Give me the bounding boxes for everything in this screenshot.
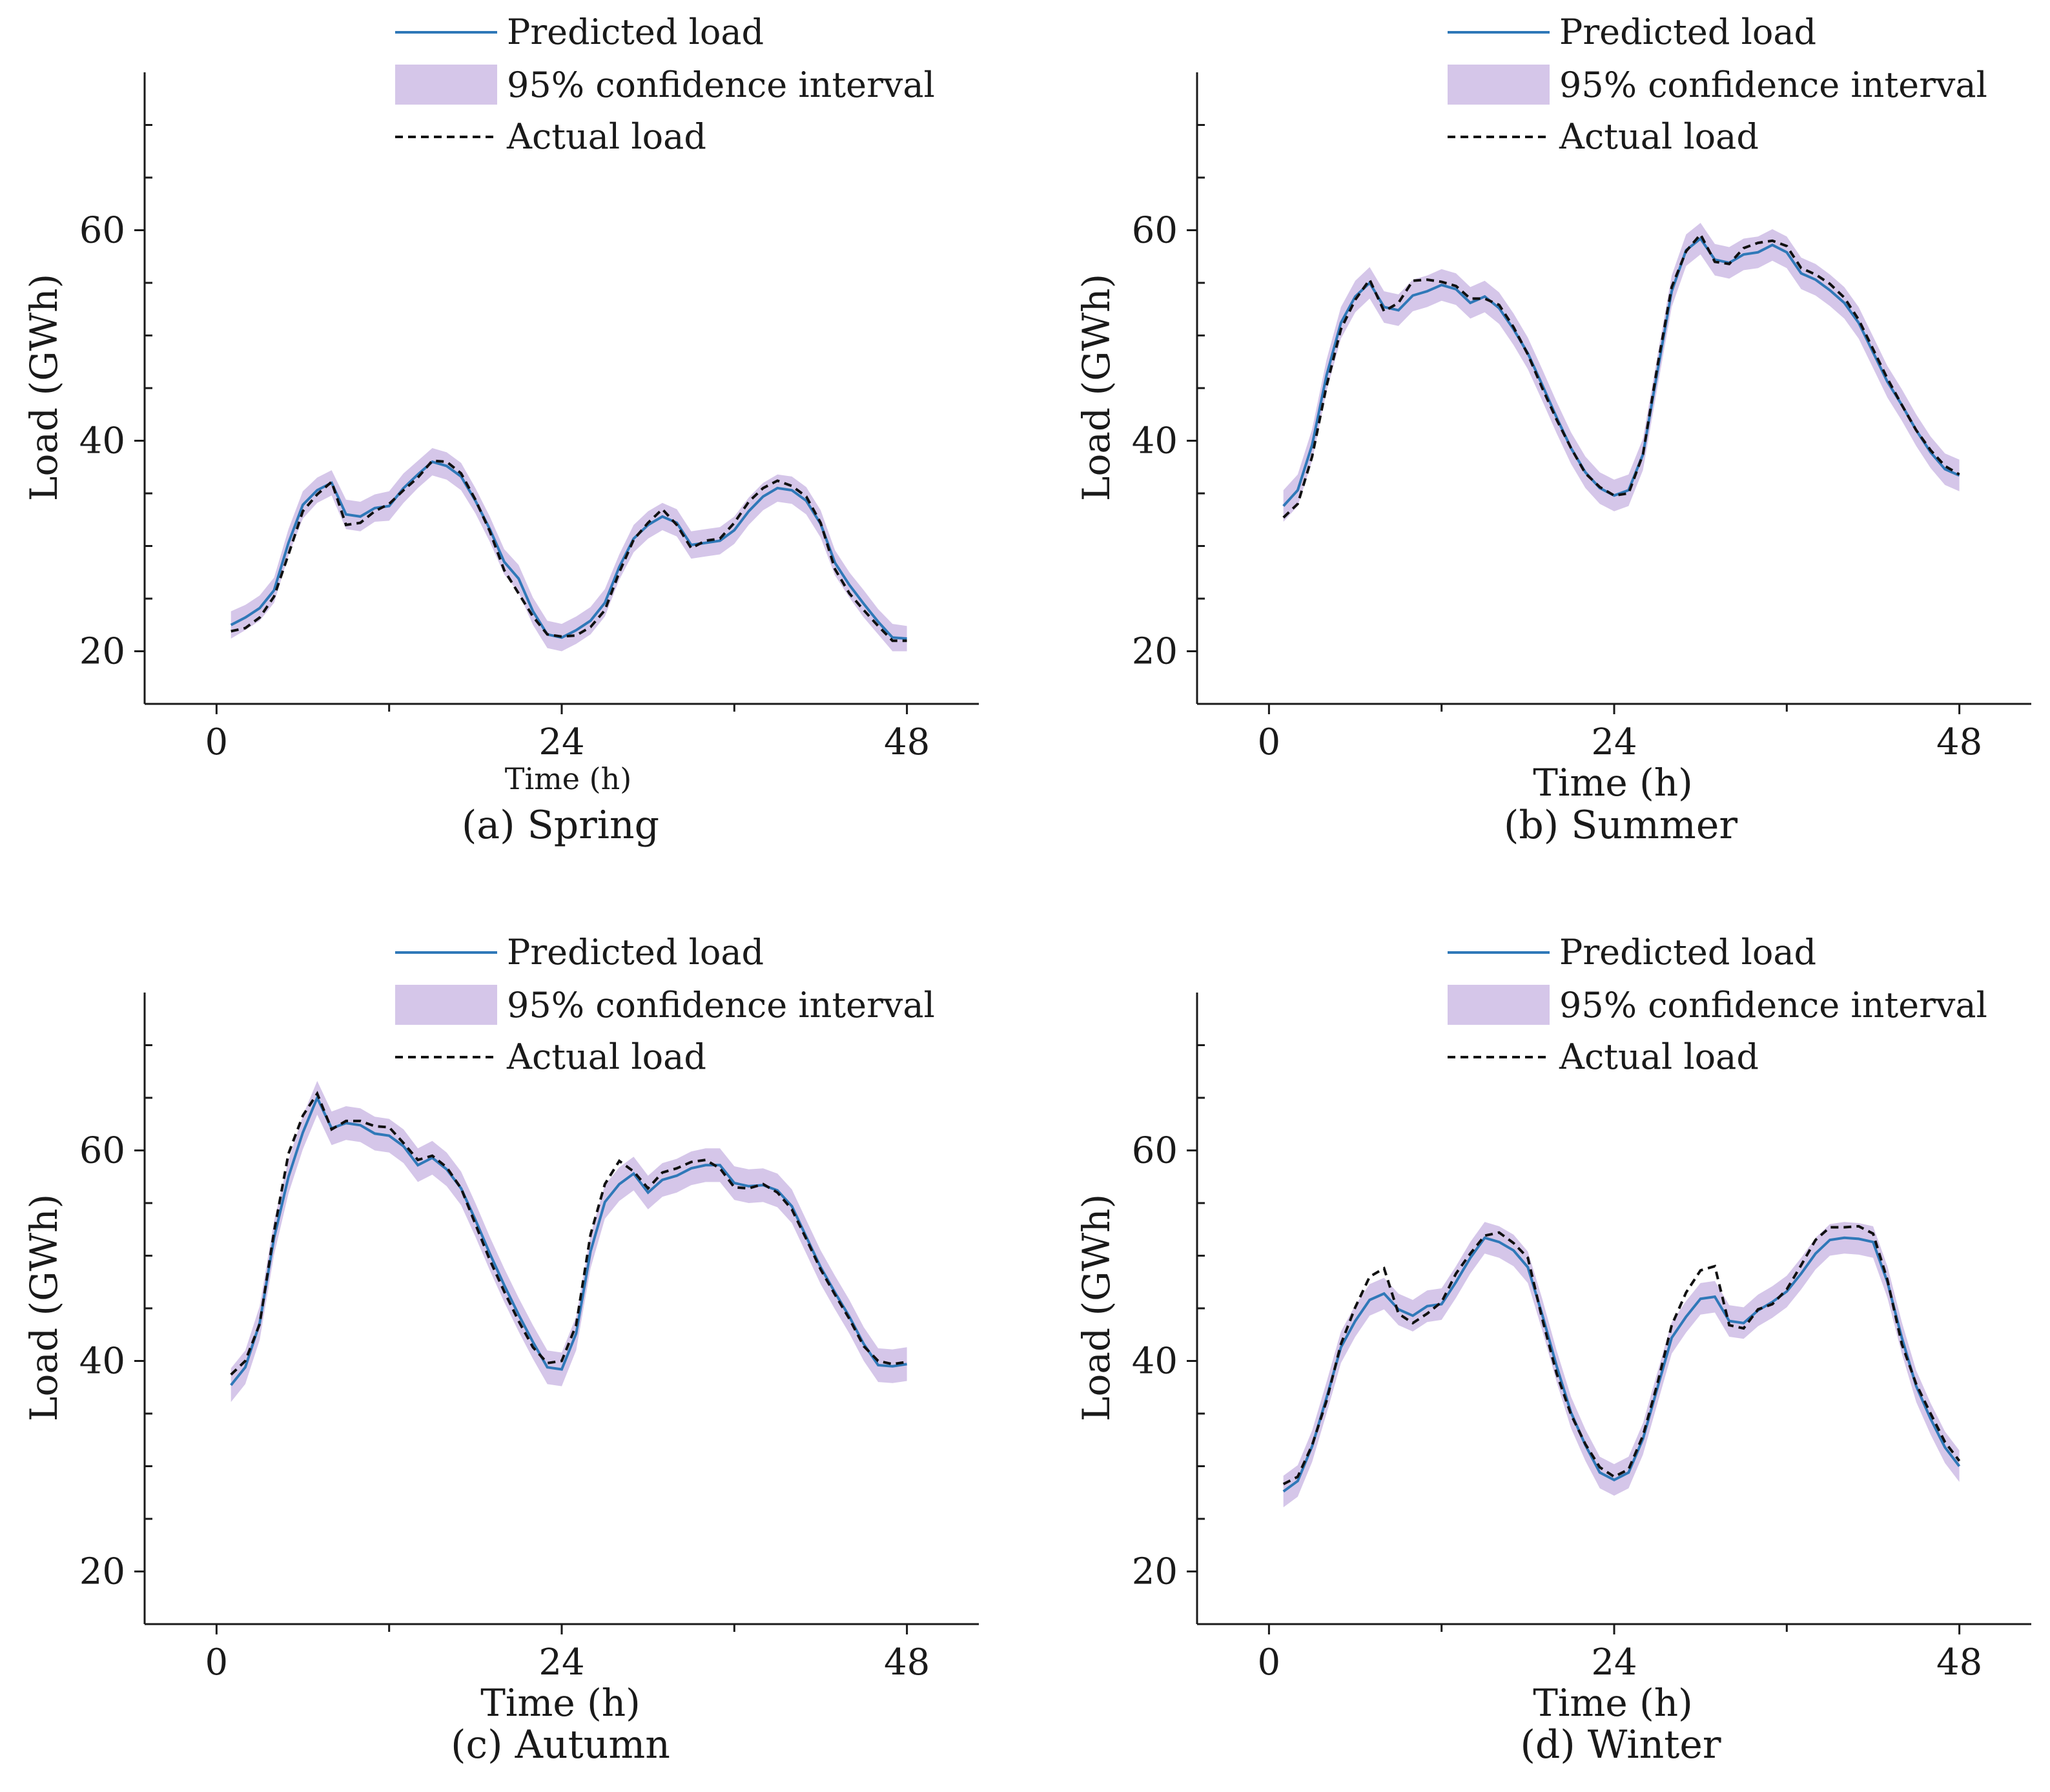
spring-x-tick-label: 48 [884, 721, 930, 763]
winter-plot-area: 20 40 60 0 24 48 [1132, 993, 2031, 1684]
autumn-ci-band [231, 1080, 907, 1403]
winter-x-tick-label: 48 [1936, 1642, 1982, 1684]
summer-legend-ci-label: 95% confidence interval [1559, 65, 1987, 105]
spring-predicted-line [230, 460, 907, 640]
spring-y-axis-label: Load (GWh) [22, 274, 66, 501]
autumn-caption: (c) Autumn [451, 1722, 670, 1767]
winter-ci-band [1283, 1222, 1960, 1508]
panel-autumn: 20 40 60 0 24 48 Predicted load 95% confidenc… [22, 932, 979, 1767]
summer-legend: Predicted load 95% confidence interval A… [1448, 12, 1987, 157]
autumn-y-axis-label: Load (GWh) [22, 1194, 66, 1421]
summer-caption: (b) Summer [1504, 803, 1737, 848]
autumn-actual-line [230, 1091, 907, 1376]
autumn-x-tick-label: 24 [538, 1642, 584, 1684]
winter-x-axis-label: Time (h) [1533, 1681, 1693, 1725]
spring-ci-band [231, 448, 907, 652]
summer-y-tick-label: 40 [1132, 420, 1178, 462]
autumn-plot-area: 20 40 60 0 24 48 [79, 993, 979, 1684]
summer-x-tick-label: 0 [1258, 721, 1281, 763]
winter-legend-predicted-label: Predicted load [1559, 932, 1816, 973]
winter-x-tick-label: 0 [1258, 1642, 1281, 1684]
panel-spring: 20 40 60 0 24 48 Predicted load 95% confidenc… [22, 12, 979, 848]
autumn-y-tick-label: 60 [79, 1130, 125, 1172]
panel-winter: 20 40 60 0 24 48 Predicted load 95% confidenc… [1074, 932, 2031, 1767]
summer-y-tick-label: 60 [1132, 210, 1178, 252]
spring-x-tick-label: 24 [538, 721, 584, 763]
spring-actual-line [231, 459, 907, 643]
autumn-x-tick-label: 48 [884, 1642, 930, 1684]
winter-y-axis-label: Load (GWh) [1074, 1194, 1118, 1421]
winter-caption: (d) Winter [1520, 1722, 1721, 1767]
autumn-x-axis-label: Time (h) [480, 1681, 641, 1725]
autumn-predicted-line [230, 1095, 907, 1386]
autumn-legend-predicted-label: Predicted load [507, 932, 764, 973]
summer-y-tick-label: 20 [1132, 631, 1178, 673]
spring-x-axis-label: Time (h) [505, 761, 631, 796]
spring-caption: (a) Spring [462, 803, 659, 848]
spring-legend-ci-swatch [395, 65, 497, 105]
summer-actual-line [1282, 232, 1960, 519]
panel-summer: 20 40 60 0 24 48 Predicted load 95% confidenc… [1074, 12, 2031, 848]
winter-legend: Predicted load 95% confidence interval A… [1448, 932, 1987, 1077]
winter-y-tick-label: 40 [1132, 1341, 1178, 1383]
autumn-y-tick-label: 40 [79, 1341, 125, 1383]
summer-predicted-line [1282, 236, 1960, 507]
summer-x-axis-label: Time (h) [1533, 761, 1693, 805]
winter-y-tick-label: 60 [1132, 1130, 1178, 1172]
winter-y-tick-label: 20 [1132, 1551, 1178, 1593]
autumn-legend-actual-label: Actual load [506, 1036, 706, 1077]
autumn-y-tick-label: 20 [79, 1551, 125, 1593]
winter-legend-actual-label: Actual load [1559, 1036, 1759, 1077]
summer-legend-ci-swatch [1448, 65, 1550, 105]
summer-ci-band [1283, 223, 1960, 522]
autumn-x-tick-label: 0 [205, 1642, 229, 1684]
winter-x-tick-label: 24 [1591, 1642, 1637, 1684]
summer-x-tick-label: 48 [1936, 721, 1982, 763]
winter-legend-ci-label: 95% confidence interval [1559, 985, 1987, 1025]
spring-y-tick-label: 60 [79, 210, 125, 252]
winter-actual-line [1282, 1224, 1961, 1485]
autumn-legend-ci-label: 95% confidence interval [507, 985, 935, 1025]
summer-legend-actual-label: Actual load [1559, 116, 1759, 157]
autumn-legend-ci-swatch [395, 985, 497, 1025]
spring-legend-actual-label: Actual load [506, 116, 706, 157]
spring-y-tick-label: 40 [79, 420, 125, 462]
spring-legend-predicted-label: Predicted load [507, 12, 764, 52]
winter-legend-ci-swatch [1448, 985, 1550, 1025]
summer-legend-predicted-label: Predicted load [1559, 12, 1816, 52]
summer-y-axis-label: Load (GWh) [1074, 274, 1118, 501]
spring-legend-ci-label: 95% confidence interval [507, 65, 935, 105]
spring-legend: Predicted load 95% confidence interval A… [395, 12, 935, 157]
summer-plot-area: 20 40 60 0 24 48 [1132, 72, 2031, 763]
spring-plot-area: 20 40 60 0 24 48 [79, 72, 979, 763]
spring-x-tick-label: 0 [205, 721, 229, 763]
summer-x-tick-label: 24 [1591, 721, 1637, 763]
spring-y-tick-label: 20 [79, 631, 125, 673]
autumn-legend: Predicted load 95% confidence interval A… [395, 932, 935, 1077]
